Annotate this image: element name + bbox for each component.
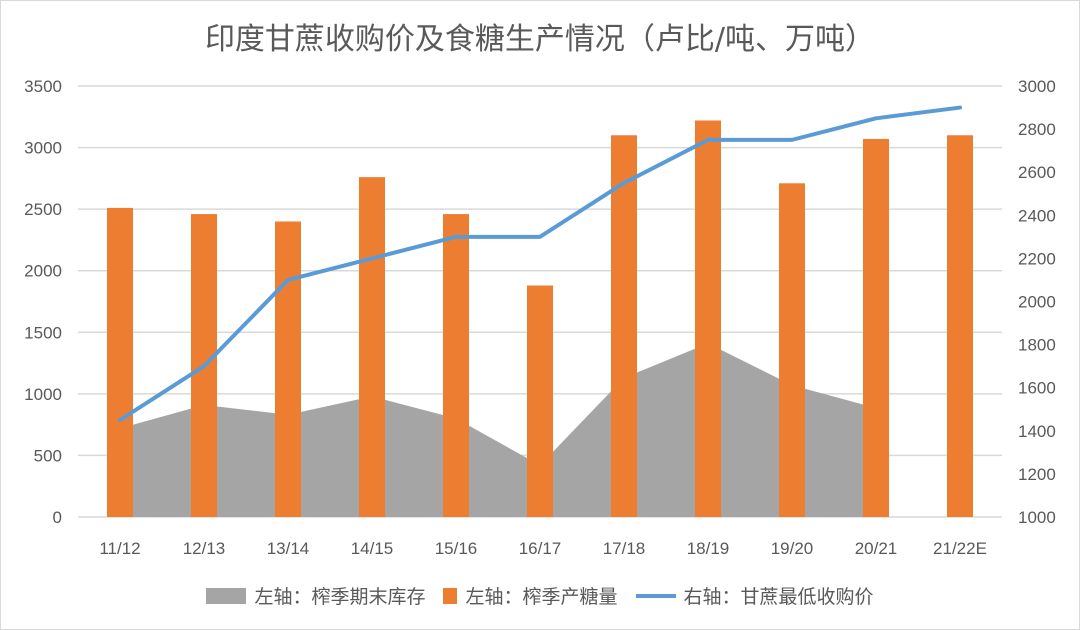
bar-production <box>695 120 721 517</box>
chart-title: 印度甘蔗收购价及食糖生产情况（卢比/吨、万吨） <box>204 22 876 57</box>
legend-item-inventory: 左轴：榨季期末库存 <box>206 582 425 609</box>
right-tick-label: 2000 <box>1018 293 1056 312</box>
left-tick-label: 3500 <box>24 77 62 96</box>
bar-production <box>611 135 637 517</box>
legend-swatch-bar <box>443 587 458 604</box>
right-tick-label: 2200 <box>1018 249 1056 268</box>
legend-label: 右轴：甘蔗最低收购价 <box>683 586 874 608</box>
legend: 左轴：榨季期末库存 左轴：榨季产糖量 右轴：甘蔗最低收购价 <box>0 582 1080 609</box>
right-tick-label: 1800 <box>1018 336 1056 355</box>
right-tick-label: 2600 <box>1018 163 1056 182</box>
left-tick-label: 1500 <box>24 323 62 342</box>
left-tick-label: 0 <box>53 508 62 527</box>
x-tick-label: 18/19 <box>687 539 730 558</box>
x-tick-label: 17/18 <box>603 539 646 558</box>
legend-item-price: 右轴：甘蔗最低收购价 <box>635 582 874 609</box>
bar-production <box>527 285 553 517</box>
right-tick-label: 1000 <box>1018 508 1056 527</box>
bar-production <box>359 177 385 517</box>
right-tick-label: 1400 <box>1018 422 1056 441</box>
left-tick-label: 3000 <box>24 139 62 158</box>
right-tick-label: 3000 <box>1018 77 1056 96</box>
x-tick-label: 13/14 <box>267 539 310 558</box>
x-tick-label: 20/21 <box>855 539 898 558</box>
legend-label: 左轴：榨季期末库存 <box>254 586 426 608</box>
x-tick-label: 15/16 <box>435 539 478 558</box>
left-tick-label: 2000 <box>24 262 62 281</box>
bar-production <box>947 135 973 517</box>
right-tick-label: 1200 <box>1018 465 1056 484</box>
legend-item-production: 左轴：榨季产糖量 <box>443 582 618 609</box>
legend-swatch-line <box>635 593 676 598</box>
bar-production <box>107 207 133 517</box>
legend-label: 左轴：榨季产糖量 <box>465 586 618 608</box>
line-price <box>118 105 962 423</box>
bar-production <box>275 221 301 517</box>
x-tick-label: 16/17 <box>519 539 562 558</box>
bar-production <box>779 183 805 518</box>
right-tick-label: 2400 <box>1018 206 1056 225</box>
bar-production <box>443 214 469 517</box>
right-tick-label: 1600 <box>1018 379 1056 398</box>
x-tick-label: 14/15 <box>351 539 394 558</box>
area-inventory <box>120 343 876 517</box>
legend-swatch-area <box>206 587 247 604</box>
left-tick-label: 2500 <box>24 200 62 219</box>
left-tick-label: 500 <box>34 446 62 465</box>
x-tick-label: 21/22E <box>933 539 987 558</box>
bar-production <box>863 138 889 518</box>
x-tick-label: 11/12 <box>99 539 140 558</box>
x-tick-label: 19/20 <box>771 539 814 558</box>
x-tick-label: 12/13 <box>183 539 226 558</box>
left-tick-label: 1000 <box>24 385 62 404</box>
right-tick-label: 2800 <box>1018 120 1056 139</box>
